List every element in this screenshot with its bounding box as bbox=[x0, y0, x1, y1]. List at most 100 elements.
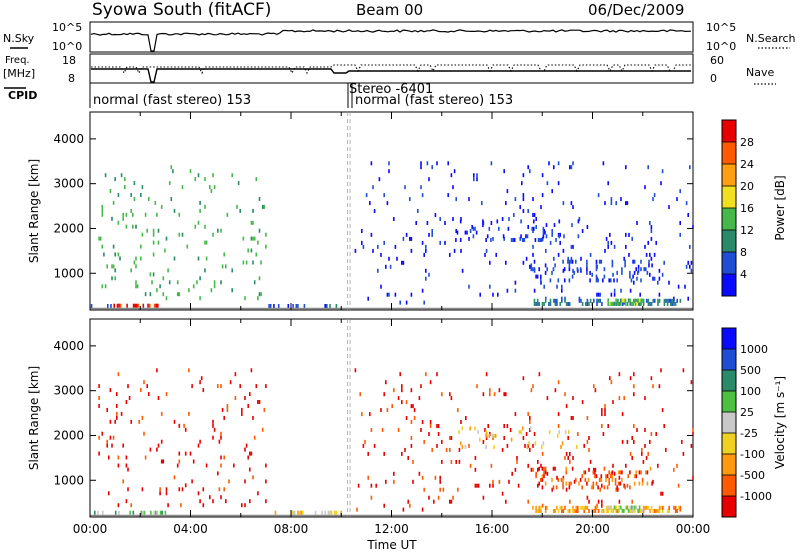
range-cell bbox=[538, 509, 541, 513]
range-cell bbox=[468, 197, 470, 202]
range-cell bbox=[653, 193, 656, 198]
range-cell bbox=[573, 509, 576, 513]
range-cell bbox=[149, 272, 152, 277]
range-cell bbox=[250, 451, 253, 456]
range-cell bbox=[651, 263, 653, 268]
range-cell bbox=[542, 226, 545, 231]
range-cell bbox=[597, 298, 600, 303]
range-cell bbox=[117, 455, 120, 460]
range-cell bbox=[122, 216, 124, 221]
range-cell bbox=[472, 226, 475, 231]
range-cell bbox=[594, 509, 597, 513]
range-cell bbox=[474, 455, 477, 460]
range-cell bbox=[505, 260, 507, 265]
range-cell bbox=[111, 443, 113, 448]
range-cell bbox=[327, 510, 330, 515]
range-cell bbox=[106, 264, 108, 269]
range-cell bbox=[135, 256, 137, 261]
range-cell bbox=[633, 280, 635, 285]
range-cell bbox=[210, 288, 213, 293]
nsky-tick-bottom: 10^0 bbox=[52, 40, 82, 53]
range-cell bbox=[595, 274, 598, 279]
range-cell bbox=[601, 302, 603, 306]
range-cell bbox=[464, 230, 467, 235]
range-cell bbox=[492, 236, 494, 241]
range-cell bbox=[645, 455, 648, 460]
range-cell bbox=[572, 509, 574, 513]
range-cell bbox=[142, 510, 144, 515]
range-cell bbox=[637, 270, 639, 275]
range-cell bbox=[677, 483, 680, 488]
range-cell bbox=[101, 431, 104, 436]
range-cell bbox=[173, 208, 176, 213]
range-cell bbox=[629, 505, 631, 510]
range-cell bbox=[608, 470, 610, 475]
range-cell bbox=[388, 161, 390, 166]
range-cell bbox=[529, 426, 532, 431]
range-cell bbox=[402, 236, 405, 241]
range-cell bbox=[491, 433, 494, 438]
range-cell bbox=[450, 499, 453, 504]
range-cell bbox=[410, 236, 413, 241]
range-cell bbox=[534, 238, 537, 242]
range-cell bbox=[505, 499, 507, 504]
range-cell bbox=[223, 415, 225, 420]
range-cell bbox=[612, 508, 614, 513]
range-cell bbox=[124, 185, 126, 190]
range-cell bbox=[476, 483, 478, 488]
range-cell bbox=[594, 388, 597, 393]
range-cell bbox=[302, 510, 304, 515]
range-cell bbox=[157, 228, 160, 233]
range-cell bbox=[551, 487, 553, 492]
range-cell bbox=[447, 161, 449, 166]
range-cell bbox=[364, 439, 366, 444]
range-cell bbox=[135, 264, 137, 269]
range-cell bbox=[635, 474, 637, 479]
range-cell bbox=[615, 302, 618, 306]
range-cell bbox=[381, 428, 384, 432]
range-cell bbox=[586, 298, 589, 303]
range-cell bbox=[607, 244, 609, 249]
range-cell bbox=[530, 467, 533, 472]
range-cell bbox=[103, 252, 105, 257]
range-cell bbox=[621, 439, 624, 444]
range-cell bbox=[250, 248, 253, 253]
range-cell bbox=[197, 491, 200, 496]
range-cell bbox=[617, 470, 620, 475]
range-cell bbox=[608, 278, 610, 283]
range-cell bbox=[611, 474, 614, 479]
range-cell bbox=[117, 503, 120, 508]
range-cell bbox=[485, 430, 487, 435]
range-cell bbox=[666, 298, 669, 303]
range-cell bbox=[632, 508, 635, 513]
range-cell bbox=[687, 296, 689, 301]
range-cell bbox=[597, 499, 600, 504]
range-cell bbox=[657, 302, 659, 306]
range-cell bbox=[564, 430, 567, 435]
range-cell bbox=[536, 298, 539, 303]
colorbar-swatch bbox=[722, 142, 736, 164]
range-cell bbox=[564, 455, 566, 460]
range-cell bbox=[650, 229, 653, 233]
range-cell bbox=[610, 471, 613, 476]
range-cell bbox=[133, 260, 136, 265]
range-cell bbox=[635, 267, 637, 272]
range-cell bbox=[541, 238, 543, 242]
range-cell bbox=[155, 510, 157, 515]
range-cell bbox=[620, 288, 622, 293]
range-cell bbox=[621, 302, 624, 306]
range-cell bbox=[157, 396, 160, 400]
range-cell bbox=[258, 276, 261, 281]
range-cell bbox=[593, 509, 595, 513]
range-cell bbox=[409, 236, 411, 241]
range-cell bbox=[252, 236, 254, 241]
range-cell bbox=[673, 302, 675, 306]
range-cell bbox=[151, 280, 153, 285]
range-cell bbox=[616, 278, 618, 283]
range-cell bbox=[614, 481, 617, 486]
range-cell bbox=[475, 230, 478, 235]
range-cell bbox=[148, 197, 150, 201]
range-cell bbox=[514, 412, 517, 417]
range-cell bbox=[626, 201, 629, 206]
range-cell bbox=[434, 475, 437, 480]
